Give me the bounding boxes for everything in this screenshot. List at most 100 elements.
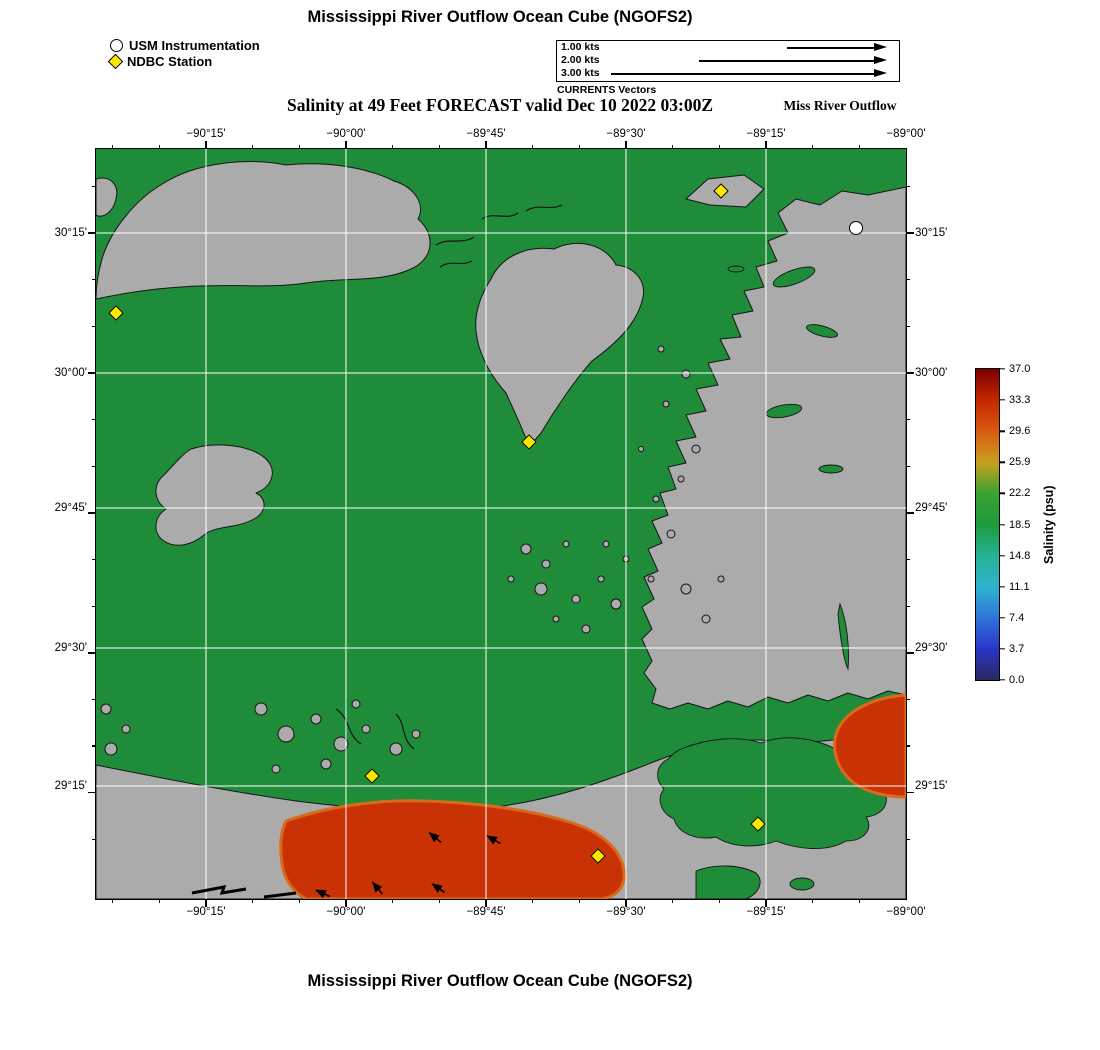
x-axis-label-bottom: −89°45' (466, 906, 506, 918)
x-minor-tick (578, 899, 581, 903)
y-minor-tick (906, 465, 910, 467)
y-major-tick (906, 512, 914, 514)
y-minor-tick (92, 698, 96, 701)
x-minor-tick (111, 899, 114, 903)
x-major-tick (625, 899, 627, 907)
y-major-tick (88, 372, 96, 374)
x-axis-label-bottom: −89°15' (746, 906, 786, 918)
x-axis-label-top: −89°15' (746, 128, 786, 140)
x-axis-label-top: −90°15' (186, 128, 226, 140)
x-minor-tick (858, 145, 861, 149)
colorbar-tick-label: 18.5 (1009, 518, 1031, 531)
x-minor-tick (251, 145, 254, 149)
colorbar-tick (999, 585, 1005, 588)
colorbar-tick (999, 554, 1005, 557)
vector-arrowhead-icon (874, 43, 887, 51)
x-major-tick (765, 141, 767, 149)
vector-scale-line (787, 47, 875, 49)
y-major-tick (906, 792, 914, 794)
y-minor-tick (906, 185, 910, 188)
vector-arrowhead-icon (874, 56, 887, 64)
x-axis-label-bottom: −89°00' (886, 906, 926, 918)
y-major-tick (88, 792, 96, 794)
colorbar-tick-label: 37.0 (1009, 363, 1031, 375)
x-minor-tick (811, 145, 814, 149)
colorbar-tick-label: 33.3 (1009, 394, 1031, 407)
colorbar-tick-label: 0.0 (1009, 674, 1025, 686)
colorbar-tick (999, 368, 1005, 370)
x-minor-tick (158, 899, 161, 903)
y-minor-tick (906, 325, 910, 327)
y-major-tick (88, 232, 96, 234)
y-minor-tick (92, 605, 96, 607)
y-major-tick (906, 232, 914, 234)
y-axis-label-right: 29°15' (915, 779, 948, 792)
y-minor-tick (92, 418, 96, 421)
y-minor-tick (92, 745, 96, 747)
y-axis-label-right: 30°00' (915, 367, 948, 380)
x-axis-label-bottom: −89°30' (606, 906, 646, 918)
footer-title: Mississippi River Outflow Ocean Cube (NG… (307, 972, 693, 990)
x-minor-tick (298, 145, 301, 149)
legend: USM Instrumentation NDBC Station (107, 37, 260, 69)
colorbar-tick (999, 617, 1005, 619)
colorbar-tick (999, 523, 1005, 526)
colorbar-tick (999, 679, 1005, 681)
y-axis-label-left: 30°15' (54, 227, 87, 239)
salinity-colorbar: 37.0 33.3 29.6 25.9 22.2 18.5 14.8 11.1 7.4 3.7 0.… (975, 363, 1030, 686)
y-minor-tick (92, 325, 96, 327)
x-axis-label-bottom: −90°15' (186, 906, 226, 918)
y-axis-label-right: 30°15' (915, 227, 948, 239)
x-axis-label-bottom: −90°00' (326, 906, 366, 918)
y-axis-label-left: 29°45' (54, 502, 87, 515)
x-axis-label-top: −90°00' (326, 128, 366, 140)
vector-scale-label: 1.00 kts (561, 41, 600, 53)
corner-label: Miss River Outflow (783, 98, 897, 113)
map-canvas (96, 149, 906, 899)
colorbar-tick (999, 492, 1005, 495)
x-major-tick (485, 899, 487, 907)
x-major-tick (625, 141, 627, 149)
y-major-tick (88, 652, 96, 654)
y-axis-label-left: 30°00' (54, 367, 87, 380)
colorbar-tick-label: 29.6 (1009, 425, 1031, 438)
x-minor-tick (391, 145, 394, 149)
y-major-tick (88, 512, 96, 514)
x-minor-tick (391, 899, 394, 903)
y-axis-label-right: 29°30' (915, 641, 948, 654)
x-minor-tick (718, 899, 721, 903)
y-minor-tick (92, 185, 96, 188)
colorbar-tick-label: 3.7 (1009, 642, 1025, 655)
y-minor-tick (906, 558, 910, 561)
legend-item-ndbc: NDBC Station (107, 53, 260, 69)
vector-scale-line (611, 73, 875, 75)
vector-arrowhead-icon (874, 69, 887, 77)
y-minor-tick (906, 838, 910, 841)
x-minor-tick (578, 145, 581, 149)
y-minor-tick (92, 278, 96, 281)
y-minor-tick (92, 558, 96, 561)
colorbar-tick-label: 11.1 (1009, 580, 1030, 593)
legend-label-usm: USM Instrumentation (129, 37, 260, 53)
page-title: Mississippi River Outflow Ocean Cube (NG… (307, 8, 693, 26)
colorbar-tick (999, 461, 1005, 463)
x-minor-tick (671, 899, 674, 903)
x-minor-tick (671, 145, 674, 149)
y-minor-tick (906, 605, 910, 607)
vector-scale-row: 3.00 kts (557, 67, 899, 80)
x-major-tick (205, 141, 207, 149)
x-axis-label-top: −89°45' (466, 128, 506, 140)
x-minor-tick (811, 899, 814, 903)
y-axis-label-left: 29°15' (54, 779, 87, 792)
ndbc-diamond-icon (107, 53, 124, 69)
x-axis-label-top: −89°00' (886, 128, 926, 140)
vector-scale-row: 1.00 kts (557, 41, 899, 54)
current-vector-scale-box: 1.00 kts 2.00 kts 3.00 kts (556, 40, 900, 82)
colorbar-tick-label: 25.9 (1009, 456, 1031, 469)
grid-lines (96, 149, 906, 899)
x-minor-tick (858, 899, 861, 903)
x-minor-tick (298, 899, 301, 903)
x-minor-tick (438, 899, 441, 903)
forecast-subtitle: Salinity at 49 Feet FORECAST valid Dec 1… (287, 95, 713, 115)
